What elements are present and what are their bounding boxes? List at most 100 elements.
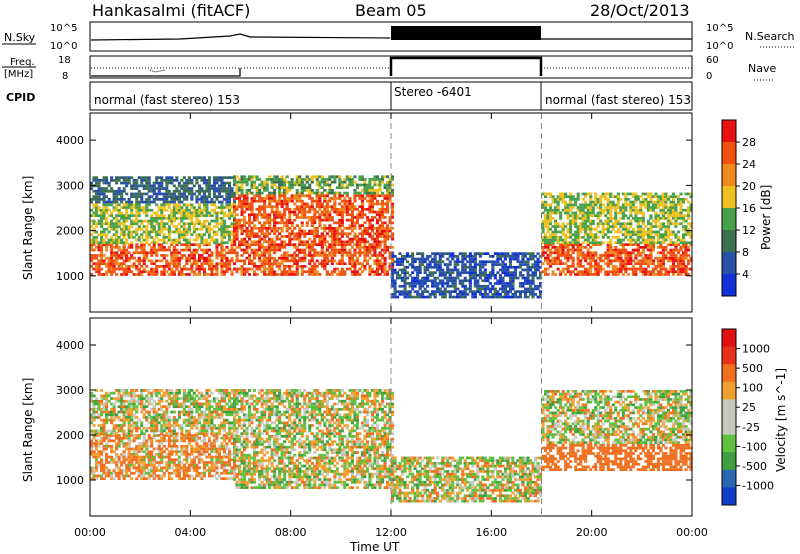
heatmap-cell <box>684 270 688 274</box>
heatmap-cell <box>506 255 510 258</box>
heatmap-cell <box>491 268 495 272</box>
heatmap-cell <box>576 265 580 268</box>
heatmap-cell <box>391 205 395 208</box>
heatmap-cell <box>125 238 129 242</box>
heatmap-cell <box>383 210 387 214</box>
heatmap-cell <box>343 180 347 184</box>
cpid-segment-2: Stereo -6401 <box>394 85 472 99</box>
heatmap-cell <box>303 251 307 255</box>
heatmap-cell <box>581 270 585 274</box>
heatmap-cell <box>619 262 623 265</box>
heatmap-cell <box>177 256 181 260</box>
heatmap-cell <box>280 213 284 217</box>
heatmap-cell <box>428 293 432 296</box>
heatmap-cell <box>162 233 166 236</box>
heatmap-cell <box>220 243 224 246</box>
heatmap-cell <box>398 276 402 280</box>
heatmap-cell <box>117 248 121 252</box>
heatmap-cell <box>273 183 277 187</box>
heatmap-cell <box>606 192 610 196</box>
heatmap-cell <box>152 181 156 185</box>
heatmap-cell <box>140 233 144 236</box>
heatmap-cell <box>210 200 214 204</box>
heatmap-cell <box>544 200 548 204</box>
heatmap-cell <box>345 175 349 179</box>
heatmap-cell <box>438 252 442 255</box>
heatmap-cell <box>315 191 319 195</box>
heatmap-cell <box>391 259 395 263</box>
heatmap-cell <box>298 256 302 260</box>
heatmap-cell <box>102 208 106 212</box>
heatmap-cell <box>205 200 209 204</box>
heatmap-cell <box>629 219 633 223</box>
heatmap-cell <box>614 203 618 207</box>
heatmap-cell <box>120 227 124 231</box>
heatmap-cell <box>368 273 372 276</box>
heatmap-cell <box>95 270 99 274</box>
heatmap-cell <box>217 195 221 198</box>
heatmap-cell <box>443 290 447 293</box>
heatmap-cell <box>669 238 673 242</box>
heatmap-cell <box>175 206 179 209</box>
heatmap-cell <box>278 189 282 192</box>
heatmap-cell <box>325 180 329 184</box>
heatmap-cell <box>365 259 369 263</box>
heatmap-cell <box>137 200 141 204</box>
heatmap-cell <box>142 238 146 242</box>
heatmap-cell <box>248 254 252 257</box>
heatmap-cell <box>616 256 620 260</box>
heatmap-cell <box>431 260 435 264</box>
heatmap-cell <box>654 241 658 245</box>
heatmap-cell <box>353 270 357 274</box>
heatmap-cell <box>624 206 628 209</box>
heatmap-cell <box>278 256 282 260</box>
heatmap-cell <box>556 203 560 207</box>
heatmap-cell <box>669 230 673 234</box>
heatmap-cell <box>448 274 452 277</box>
heatmap-cell <box>315 259 319 263</box>
heatmap-cell <box>197 233 201 236</box>
heatmap-cell <box>478 252 482 255</box>
heatmap-cell <box>243 243 247 246</box>
heatmap-cell <box>182 198 186 201</box>
heatmap-cell <box>406 290 410 293</box>
heatmap-cell <box>677 198 681 201</box>
heatmap-cell <box>310 248 314 252</box>
heatmap-cell <box>546 248 550 252</box>
heatmap-cell <box>566 243 570 246</box>
heatmap-cell <box>599 230 603 234</box>
heatmap-cell <box>388 180 392 184</box>
heatmap-cell <box>569 243 573 246</box>
heatmap-cell <box>162 248 166 252</box>
heatmap-cell <box>300 183 304 187</box>
heatmap-cell <box>225 270 229 274</box>
heatmap-cell <box>438 274 442 277</box>
heatmap-cell <box>679 222 683 226</box>
heatmap-cell <box>428 274 432 277</box>
heatmap-cell <box>152 243 156 246</box>
heatmap-cell <box>235 256 239 260</box>
heatmap-cell <box>664 238 668 242</box>
heatmap-cell <box>348 237 352 241</box>
heatmap-cell <box>589 192 593 196</box>
heatmap-cell <box>386 194 390 198</box>
heatmap-cell <box>313 240 317 244</box>
heatmap-cell <box>338 191 342 195</box>
heatmap-cell <box>250 248 254 252</box>
heatmap-cell <box>130 230 134 234</box>
heatmap-cell <box>305 186 309 189</box>
heatmap-cell <box>375 235 379 238</box>
heatmap-cell <box>664 246 668 249</box>
heatmap-cell <box>616 198 620 201</box>
heatmap-cell <box>586 208 590 212</box>
heatmap-cell <box>142 219 146 223</box>
heatmap-cell <box>107 265 111 268</box>
heatmap-cell <box>137 270 141 274</box>
heatmap-cell <box>268 267 272 271</box>
heatmap-cell <box>616 200 620 204</box>
heatmap-cell <box>328 251 332 255</box>
heatmap-cell <box>187 211 191 215</box>
heatmap-cell <box>130 206 134 209</box>
heatmap-cell <box>222 214 226 217</box>
heatmap-cell <box>453 282 457 285</box>
